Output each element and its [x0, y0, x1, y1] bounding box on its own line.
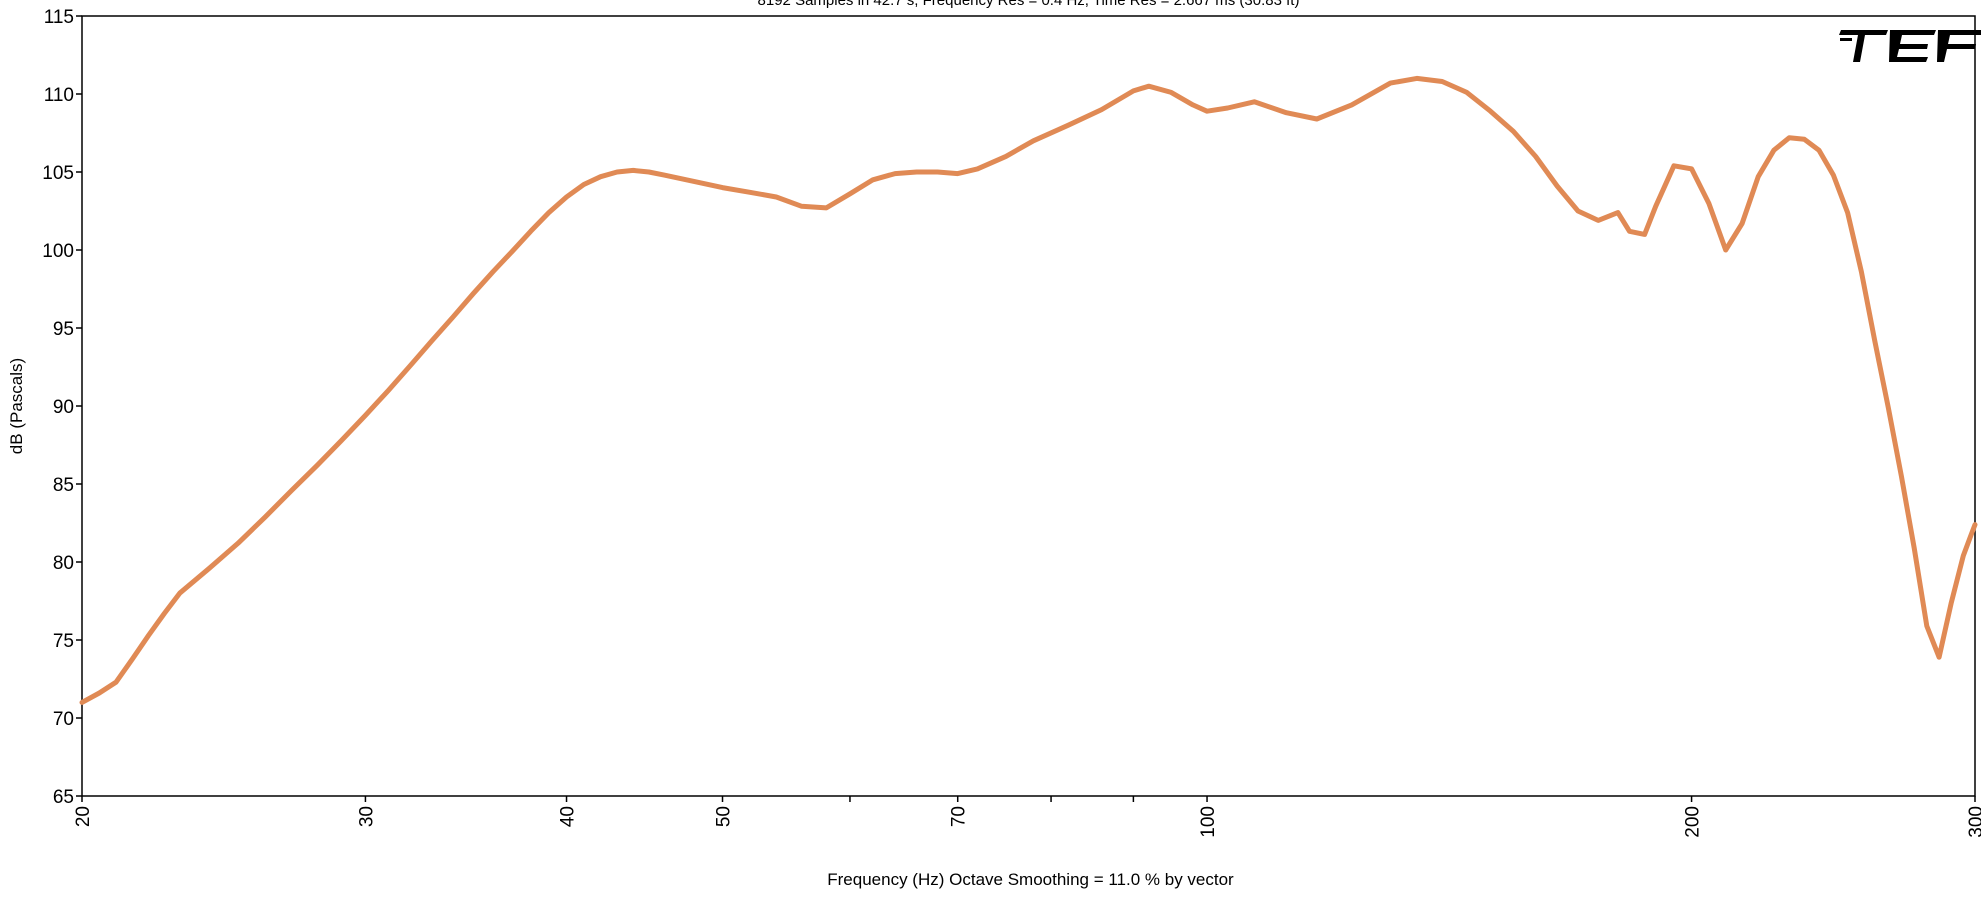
x-tick-label: 200: [1683, 806, 1704, 838]
y-tick-label: 75: [53, 631, 74, 652]
x-tick-label: 20: [73, 806, 94, 827]
tef-logo: [1839, 30, 1981, 62]
y-tick-label: 100: [42, 241, 74, 262]
y-tick-label: 80: [53, 553, 74, 574]
y-axis-title: dB (Pascals): [7, 358, 26, 454]
y-tick-label: 70: [53, 709, 74, 730]
x-axis-title: Frequency (Hz) Octave Smoothing = 11.0 %…: [827, 870, 1234, 889]
x-tick-label: 30: [356, 806, 377, 827]
x-tick-label: 50: [714, 806, 735, 827]
x-tick-label: 70: [949, 806, 970, 827]
plot-frame: [81, 15, 1976, 797]
y-tick-label: 90: [53, 397, 74, 418]
y-tick-label: 85: [53, 475, 74, 496]
y-tick-label: 95: [53, 319, 74, 340]
y-tick-label: 110: [44, 85, 74, 106]
x-tick-label: 300: [1966, 806, 1981, 838]
y-tick-label: 105: [42, 163, 74, 184]
y-tick-label: 115: [44, 7, 74, 28]
response-curve: [79, 75, 1978, 705]
header-text: 8192 Samples in 42.7 s, Frequency Res = …: [758, 0, 1300, 9]
y-tick-label: 65: [53, 787, 74, 808]
x-tick-label: 100: [1198, 806, 1219, 838]
x-tick-label: 40: [558, 806, 579, 827]
